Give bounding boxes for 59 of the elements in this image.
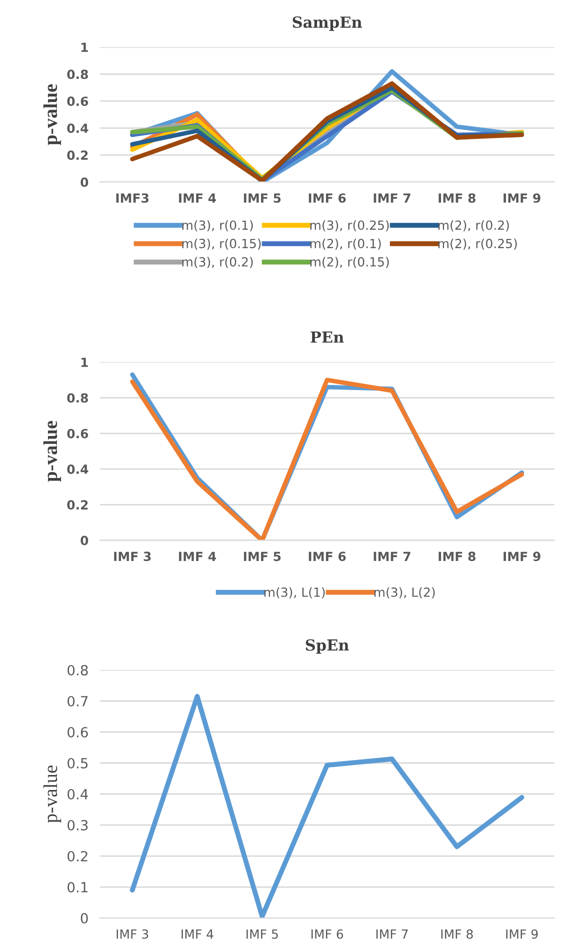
y-tick-label: 1 [81,42,88,52]
y-tick-label: 0.2 [68,850,88,862]
chart-title: SampEn [292,16,362,31]
x-tick-label: IMF 4 [179,193,216,203]
x-tick-label: IMF 5 [244,193,281,203]
x-tick-label: IMF 6 [311,929,344,939]
y-tick-label: 0.3 [68,820,88,830]
y-tick-label: 0.6 [67,96,88,106]
chart-title: PEn [310,332,344,343]
x-tick-label: IMF 9 [504,552,540,562]
y-tick-label: 0.2 [67,150,88,160]
y-axis-title: p-value [43,420,62,482]
y-tick-label: 0 [80,177,88,187]
y-tick-label: 0.2 [67,500,88,510]
legend-label: m(2), r(0.25) [438,238,517,250]
legend-label: m(3), r(0.2) [182,256,253,268]
legend-label: m(2), r(0.1) [310,238,381,250]
legend-label: m(3), r(0.25) [310,220,389,232]
x-tick-label: IMF 4 [182,930,214,939]
x-tick-label: IMF 9 [504,193,540,203]
y-tick-label: 0.6 [67,428,88,438]
x-tick-label: IMF 7 [376,930,408,939]
line-series [130,694,524,918]
legend-label: m(3), L(2) [374,587,435,598]
y-tick-label: 0.8 [67,70,88,80]
x-tick-label: IMF 8 [438,193,476,203]
y-axis-title: p-value [43,84,62,146]
x-tick-label: IMF 9 [506,929,538,939]
y-tick-label: 0.4 [68,788,88,800]
x-tick-label: IMF3 [116,193,148,203]
y-tick-label: 0.8 [68,664,88,676]
y-tick-label: 0 [80,912,88,924]
y-tick-label: 0.7 [68,696,88,706]
y-tick-label: 0.4 [67,464,88,474]
legend-label: m(2), r(0.2) [438,220,509,232]
legend-label: m(3), r(0.15) [182,238,261,250]
legend-label: m(2), r(0.15) [310,256,389,268]
x-tick-label: IMF 8 [441,929,473,939]
legend-label: m(3), L(1) [264,587,325,598]
y-tick-label: 0.5 [68,758,88,768]
legend-label: m(3), r(0.1) [182,220,253,232]
y-tick-label: 0.6 [68,726,88,738]
x-tick-label: IMF 3 [114,552,151,562]
x-tick-label: IMF 6 [308,552,346,562]
y-tick-label: 1 [81,358,88,367]
x-tick-label: IMF 5 [246,930,278,939]
x-tick-label: IMF 6 [308,193,346,203]
y-axis-title: p-value [43,766,62,823]
x-tick-label: IMF 8 [438,552,476,562]
x-tick-label: IMF 4 [179,552,216,561]
y-tick-label: 0.8 [67,393,88,403]
x-tick-label: IMF 7 [374,193,410,203]
x-tick-label: IMF 7 [374,552,410,561]
y-tick-label: 0.1 [68,882,88,892]
x-tick-label: IMF 5 [244,552,281,562]
chart-title: SpEn [306,639,349,654]
y-tick-label: 0 [80,536,88,546]
y-tick-label: 0.4 [67,124,88,133]
x-tick-label: IMF 3 [116,929,148,939]
